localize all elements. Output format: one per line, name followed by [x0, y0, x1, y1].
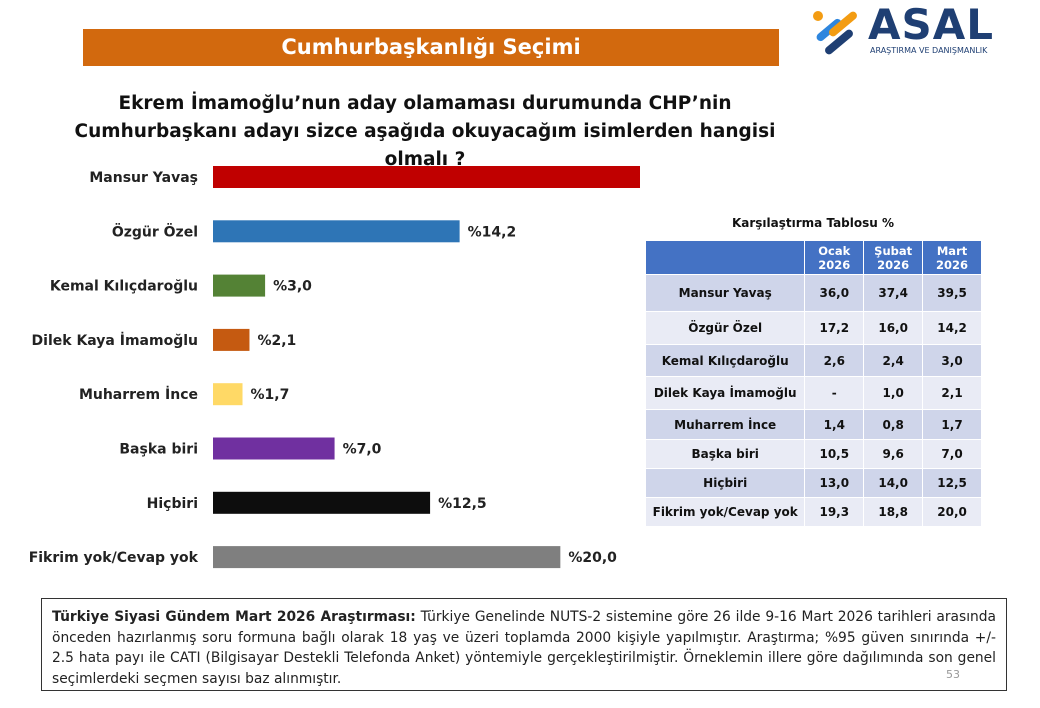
table-value: 2,4 — [863, 344, 924, 377]
table-value: 18,8 — [863, 497, 924, 527]
category-label: Başka biri — [119, 442, 198, 458]
logo-tagline: ARAŞTIRMA VE DANIŞMANLIK — [870, 46, 988, 55]
row-label: Mansur Yavaş — [644, 274, 806, 312]
row-label: Özgür Özel — [644, 311, 806, 345]
table-value: 1,7 — [922, 409, 982, 440]
bar — [213, 383, 243, 406]
table-value: 12,5 — [922, 468, 982, 498]
row-label: Muharrem İnce — [644, 409, 806, 440]
table-value: 7,0 — [922, 439, 982, 469]
row-label: Kemal Kılıçdaroğlu — [644, 344, 806, 377]
logo: ASAL ARAŞTIRMA VE DANIŞMANLIK — [808, 0, 1008, 60]
note-text: Türkiye Genelinde NUTS-2 sistemine göre … — [52, 609, 996, 687]
column-header: Ocak 2026 — [804, 240, 865, 275]
comparison-table: Ocak 2026 Şubat 2026 Mart 2026 Mansur Yavaş… — [644, 240, 982, 527]
column-header: Şubat 2026 — [863, 240, 924, 275]
bar — [213, 220, 460, 243]
bar — [213, 274, 266, 297]
value-label: %3,0 — [273, 279, 312, 295]
table-header-cell — [644, 240, 806, 275]
bar — [213, 437, 335, 460]
table-row: Başka biri 10,5 9,6 7,0 — [644, 439, 982, 469]
table-value: 37,4 — [863, 274, 924, 312]
table-header-row: Ocak 2026 Şubat 2026 Mart 2026 — [644, 240, 982, 275]
category-label: Fikrim yok/Cevap yok — [29, 550, 199, 566]
bar — [213, 328, 250, 351]
table-row: Muharrem İnce 1,4 0,8 1,7 — [644, 409, 982, 440]
table-value: 39,5 — [922, 274, 982, 312]
category-label: Özgür Özel — [112, 222, 198, 240]
table-value: 20,0 — [922, 497, 982, 527]
table-row: Kemal Kılıçdaroğlu 2,6 2,4 3,0 — [644, 344, 982, 377]
bar — [213, 546, 561, 569]
table-value: - — [804, 376, 865, 410]
value-label: %1,7 — [251, 387, 290, 403]
value-label: %14,2 — [468, 224, 517, 240]
table-value: 36,0 — [804, 274, 865, 312]
table-value: 9,6 — [863, 439, 924, 469]
logo-name: ASAL — [868, 0, 995, 49]
row-label: Hiçbiri — [644, 468, 806, 498]
table-value: 3,0 — [922, 344, 982, 377]
table-row: Özgür Özel 17,2 16,0 14,2 — [644, 311, 982, 345]
table-value: 1,0 — [863, 376, 924, 410]
table-value: 0,8 — [863, 409, 924, 440]
table-title: Karşılaştırma Tablosu % — [731, 216, 895, 230]
column-header: Mart 2026 — [922, 240, 982, 275]
table-value: 19,3 — [804, 497, 865, 527]
category-label: Hiçbiri — [147, 496, 198, 512]
table-row: Hiçbiri 13,0 14,0 12,5 — [644, 468, 982, 498]
table-value: 1,4 — [804, 409, 865, 440]
page-number: 53 — [946, 668, 960, 681]
table-row: Fikrim yok/Cevap yok 19,3 18,8 20,0 — [644, 497, 982, 527]
table-value: 14,2 — [922, 311, 982, 345]
bar — [213, 166, 640, 188]
chart-title: Ekrem İmamoğlu’nun aday olamaması durumu… — [74, 93, 776, 170]
category-label: Kemal Kılıçdaroğlu — [50, 279, 198, 295]
table-value: 16,0 — [863, 311, 924, 345]
table-value: 10,5 — [804, 439, 865, 469]
bar — [213, 491, 431, 514]
table-value: 2,1 — [922, 376, 982, 410]
table-row: Mansur Yavaş 36,0 37,4 39,5 — [644, 274, 982, 312]
row-label: Fikrim yok/Cevap yok — [644, 497, 806, 527]
table-value: 13,0 — [804, 468, 865, 498]
category-label: Dilek Kaya İmamoğlu — [32, 332, 198, 349]
table-row: Dilek Kaya İmamoğlu -1,0 2,1 — [644, 376, 982, 410]
row-label: Dilek Kaya İmamoğlu — [644, 376, 806, 410]
value-label: %12,5 — [438, 496, 487, 512]
row-label: Başka biri — [644, 439, 806, 469]
note-lead: Türkiye Siyasi Gündem Mart 2026 Araştırm… — [52, 609, 416, 625]
category-label: Mansur Yavaş — [89, 170, 198, 186]
banner-title: Cumhurbaşkanlığı Seçimi — [83, 29, 779, 66]
logo-icon — [813, 11, 857, 55]
table-value: 2,6 — [804, 344, 865, 377]
value-label: %2,1 — [257, 333, 296, 349]
table-value: 17,2 — [804, 311, 865, 345]
value-label: %7,0 — [343, 442, 382, 458]
category-label: Muharrem İnce — [79, 386, 198, 403]
value-label: %20,0 — [568, 550, 617, 566]
table-value: 14,0 — [863, 468, 924, 498]
methodology-note: Türkiye Siyasi Gündem Mart 2026 Araştırm… — [41, 598, 1007, 691]
